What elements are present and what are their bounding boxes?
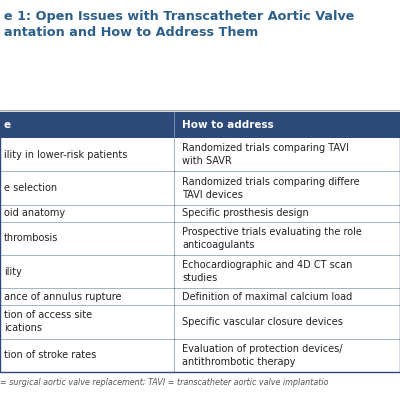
Text: Prospective trials evaluating the role
anticoagulants: Prospective trials evaluating the role a… [182, 227, 362, 250]
Text: = surgical aortic valve replacement; TAVI = transcatheter aortic valve implantat: = surgical aortic valve replacement; TAV… [0, 378, 328, 387]
Bar [0, 288, 400, 305]
Bar [0, 112, 400, 138]
Text: e selection: e selection [4, 183, 57, 193]
Bar [0, 338, 400, 372]
Bar [0, 205, 400, 222]
Text: Specific prosthesis design: Specific prosthesis design [182, 208, 309, 218]
Text: Definition of maximal calcium load: Definition of maximal calcium load [182, 292, 352, 302]
Bar [0, 255, 400, 288]
Text: oid anatomy: oid anatomy [4, 208, 65, 218]
Text: ility in lower-risk patients: ility in lower-risk patients [4, 150, 127, 160]
Text: antation and How to Address Them: antation and How to Address Them [4, 26, 258, 39]
Bar [0, 112, 400, 372]
Text: tion of stroke rates: tion of stroke rates [4, 350, 96, 360]
Bar [0, 138, 400, 172]
Text: e 1: Open Issues with Transcatheter Aortic Valve: e 1: Open Issues with Transcatheter Aort… [4, 10, 354, 23]
Bar [0, 172, 400, 205]
Text: ility: ility [4, 267, 22, 277]
Text: Evaluation of protection devices/
antithrombotic therapy: Evaluation of protection devices/ antith… [182, 344, 342, 367]
Text: e: e [4, 120, 11, 130]
Text: Randomized trials comparing TAVI
with SAVR: Randomized trials comparing TAVI with SA… [182, 143, 349, 166]
Text: Echocardiographic and 4D CT scan
studies: Echocardiographic and 4D CT scan studies [182, 260, 352, 283]
Text: Randomized trials comparing differe
TAVI devices: Randomized trials comparing differe TAVI… [182, 177, 360, 200]
Text: thrombosis: thrombosis [4, 233, 58, 243]
Bar [0, 305, 400, 338]
Text: Specific vascular closure devices: Specific vascular closure devices [182, 317, 343, 327]
Text: ance of annulus rupture: ance of annulus rupture [4, 292, 122, 302]
Text: tion of access site
ications: tion of access site ications [4, 310, 92, 333]
Bar [0, 222, 400, 255]
Text: How to address: How to address [182, 120, 274, 130]
